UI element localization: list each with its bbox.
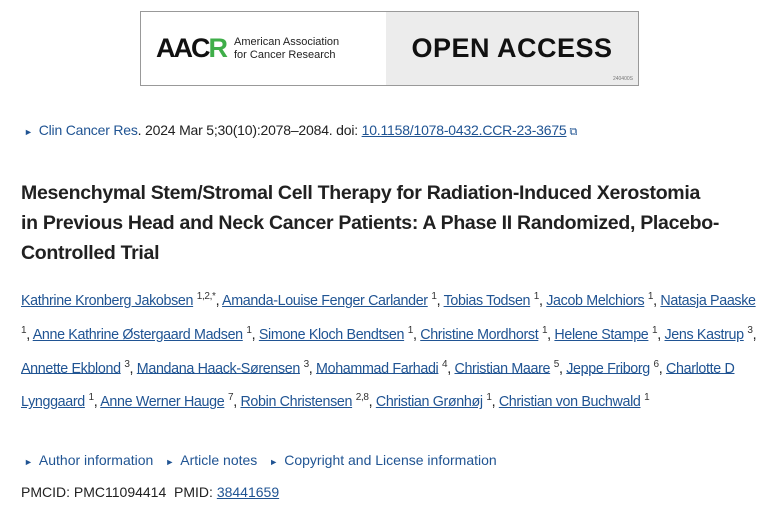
author-link[interactable]: Simone Kloch Bendtsen xyxy=(258,326,405,343)
author-link[interactable]: Anne Werner Hauge xyxy=(100,394,225,411)
author-affiliation: 1 xyxy=(644,392,650,404)
author-link[interactable]: Christine Mordhorst xyxy=(420,326,539,343)
author-link[interactable]: Jeppe Friborg xyxy=(566,360,650,377)
citation-details: . 2024 Mar 5;30(10):2078–2084. doi: xyxy=(137,122,362,138)
external-link-icon: ⧉ xyxy=(569,126,578,138)
author-affiliation: 1 xyxy=(533,291,540,302)
author-affiliation: 1 xyxy=(431,291,437,302)
author-information-toggle[interactable]: ► Author information xyxy=(24,452,154,468)
author-link[interactable]: Natasja Paaske xyxy=(660,292,756,309)
pmcid: PMC11094414 xyxy=(73,484,167,500)
author-affiliation: 1 xyxy=(246,324,252,336)
author-link[interactable]: Mohammad Farhadi xyxy=(316,360,439,377)
triangle-right-icon: ► xyxy=(269,457,279,467)
article-title: Mesenchymal Stem/Stromal Cell Therapy fo… xyxy=(21,182,720,264)
article-notes-bar: ► Author information ► Article notes ► Copy… xyxy=(24,452,497,468)
author-link[interactable]: Annette Ekblond xyxy=(21,360,121,377)
author-affiliation: 1 xyxy=(21,324,27,336)
org-line2: for Cancer Research xyxy=(234,48,336,61)
author-affiliation: 1 xyxy=(647,291,654,302)
aacr-logo: AACR American Association for Cancer Rese… xyxy=(141,12,386,85)
triangle-right-icon: ► xyxy=(24,457,33,467)
author-affiliation: 1,2,* xyxy=(196,291,216,302)
article-notes-toggle[interactable]: ► Article notes xyxy=(165,452,258,468)
author-affiliation: 1 xyxy=(407,324,414,336)
author-affiliation: 1 xyxy=(652,324,658,336)
citation: ► Clin Cancer Res. 2024 Mar 5;30(10):2078… xyxy=(24,122,577,139)
author-affiliation: 1 xyxy=(88,392,95,404)
open-access-label: OPEN ACCESS xyxy=(411,33,613,63)
author-link[interactable]: Charlotte D Lynggaard xyxy=(21,360,735,411)
author-affiliation: 3 xyxy=(124,358,130,370)
author-affiliation: 1 xyxy=(541,324,548,336)
author-link[interactable]: Tobias Todsen xyxy=(443,292,531,309)
triangle-right-icon: ► xyxy=(165,457,175,467)
banner-code: 240400S xyxy=(612,76,633,82)
article-ids: PMCID: PMC11094414 PMID: 38441659 xyxy=(21,484,280,500)
author-affiliation: 1 xyxy=(486,392,492,404)
doi-link[interactable]: 10.1158/1078-0432.CCR-23-3675 xyxy=(361,122,567,138)
author-link[interactable]: Christian Maare xyxy=(454,360,551,377)
author-affiliation: 3 xyxy=(747,324,753,336)
org-line1: American Association xyxy=(234,35,340,48)
author-affiliation: 5 xyxy=(553,358,560,370)
author-affiliation: 2,8 xyxy=(355,392,369,404)
triangle-right-icon: ► xyxy=(24,127,33,137)
pmid-link[interactable]: 38441659 xyxy=(216,484,280,500)
author-affiliation: 6 xyxy=(653,358,660,370)
author-link[interactable]: Jens Kastrup xyxy=(664,326,745,343)
journal-link[interactable]: Clin Cancer Res xyxy=(38,122,138,138)
author-link[interactable]: Mandana Haack-Sørensen xyxy=(136,360,301,377)
author-link[interactable]: Helene Stampe xyxy=(554,326,649,343)
author-link[interactable]: Kathrine Kronberg Jakobsen xyxy=(21,292,194,309)
aacr-open-access-banner: AACR American Association for Cancer Rese… xyxy=(140,11,639,86)
author-affiliation: 3 xyxy=(303,358,310,370)
author-link[interactable]: Robin Christensen xyxy=(240,394,353,411)
author-link[interactable]: Anne Kathrine Østergaard Madsen xyxy=(32,326,243,343)
author-list: Kathrine Kronberg Jakobsen 1,2,*, Amanda… xyxy=(21,291,757,411)
author-link[interactable]: Amanda-Louise Fenger Carlander xyxy=(222,292,428,309)
author-affiliation: 4 xyxy=(442,358,448,370)
author-affiliation: 7 xyxy=(227,392,234,404)
author-link[interactable]: Jacob Melchiors xyxy=(546,292,645,309)
copyright-toggle[interactable]: ► Copyright and License information xyxy=(269,452,497,468)
author-link[interactable]: Christian Grønhøj xyxy=(375,394,483,411)
author-link[interactable]: Christian von Buchwald xyxy=(498,394,641,411)
